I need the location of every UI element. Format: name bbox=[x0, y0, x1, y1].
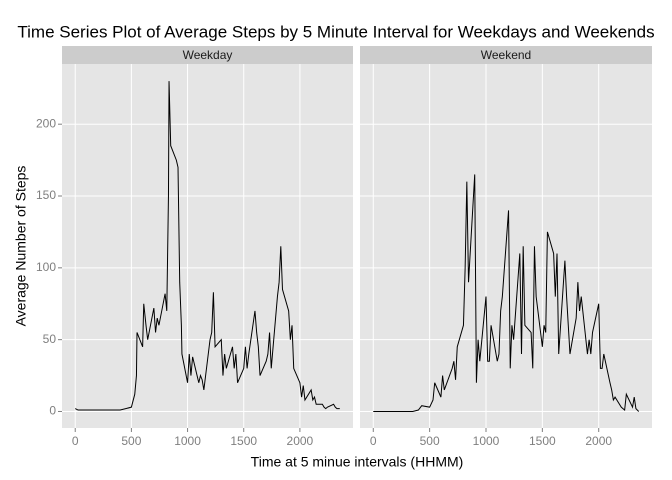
strip-label: Weekend bbox=[481, 48, 531, 62]
x-tick-label: 0 bbox=[370, 434, 377, 448]
series-line bbox=[75, 81, 340, 411]
y-tick-label: 50 bbox=[43, 332, 57, 346]
x-tick-label: 1000 bbox=[473, 434, 500, 448]
x-tick-label: 1500 bbox=[230, 434, 257, 448]
series-line bbox=[373, 174, 640, 412]
panel-background bbox=[62, 64, 353, 428]
strip bbox=[360, 46, 652, 64]
y-tick-label: 0 bbox=[49, 404, 56, 418]
x-tick-label: 500 bbox=[420, 434, 440, 448]
y-tick-label: 200 bbox=[36, 116, 56, 130]
x-tick-label: 2000 bbox=[585, 434, 612, 448]
x-tick-label: 2000 bbox=[287, 434, 314, 448]
x-tick-label: 500 bbox=[121, 434, 141, 448]
x-axis-label: Time at 5 minue intervals (HHMM) bbox=[251, 454, 464, 470]
x-tick-label: 1000 bbox=[174, 434, 201, 448]
y-axis-label: Average Number of Steps bbox=[13, 166, 29, 327]
x-tick-label: 1500 bbox=[529, 434, 556, 448]
x-tick-label: 0 bbox=[72, 434, 79, 448]
chart-title: Time Series Plot of Average Steps by 5 M… bbox=[17, 22, 654, 41]
y-tick-label: 100 bbox=[36, 260, 56, 274]
strip-label: Weekday bbox=[183, 48, 233, 62]
strip bbox=[62, 46, 353, 64]
y-tick-label: 150 bbox=[36, 188, 56, 202]
